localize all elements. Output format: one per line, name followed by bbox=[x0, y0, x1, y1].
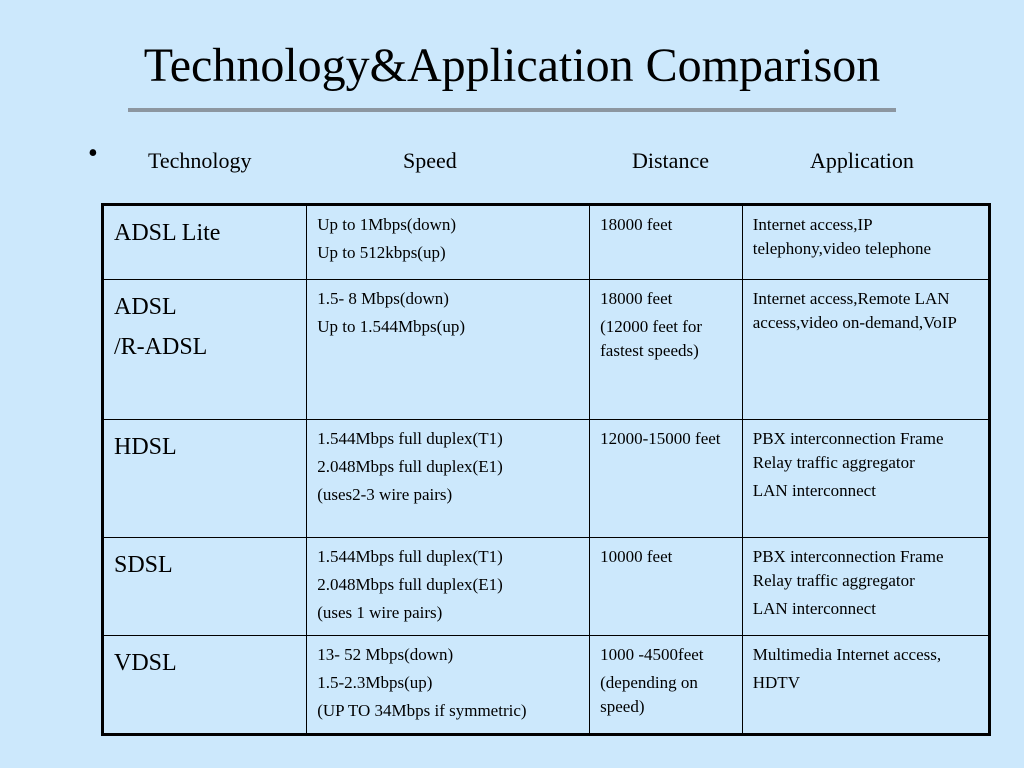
table-row: ADSL Lite Up to 1Mbps(down) Up to 512kbps(… bbox=[101, 204, 991, 280]
application-cell: PBX interconnection Frame Relay traffic … bbox=[741, 537, 991, 636]
table-row: ADSL/R-ADSL 1.5- 8 Mbps(down) Up to 1.544M… bbox=[101, 279, 991, 420]
application-text: HDTV bbox=[752, 673, 800, 692]
speed-text: (UP TO 34Mbps if symmetric) bbox=[317, 701, 527, 720]
distance-text: 10000 feet bbox=[600, 547, 673, 566]
distance-text: 1000 -4500feet bbox=[600, 645, 704, 664]
speed-text: 1.5-2.3Mbps(up) bbox=[317, 673, 433, 692]
technology-text: /R-ADSL bbox=[114, 334, 208, 360]
distance-cell: 10000 feet bbox=[589, 537, 743, 636]
header-speed: Speed bbox=[403, 148, 457, 173]
distance-cell: 18000 feet bbox=[589, 204, 743, 280]
technology-text: HDSL bbox=[114, 434, 177, 460]
application-cell: Internet access,Remote LAN access,video … bbox=[741, 279, 991, 420]
technology-cell: ADSL/R-ADSL bbox=[101, 279, 308, 420]
application-text: Internet access,IP telephony,video telep… bbox=[752, 215, 932, 258]
speed-text: Up to 1Mbps(down) bbox=[317, 215, 457, 234]
application-cell: Multimedia Internet access, HDTV bbox=[741, 635, 991, 735]
distance-text: (12000 feet for fastest speeds) bbox=[600, 317, 703, 360]
technology-text: ADSL bbox=[114, 294, 177, 320]
application-cell: Internet access,IP telephony,video telep… bbox=[741, 204, 991, 280]
speed-cell: 1.5- 8 Mbps(down) Up to 1.544Mbps(up) bbox=[306, 279, 591, 420]
comparison-table-body: ADSL Lite Up to 1Mbps(down) Up to 512kbps(… bbox=[101, 204, 991, 735]
speed-text: 13- 52 Mbps(down) bbox=[317, 645, 454, 664]
speed-text: 2.048Mbps full duplex(E1) bbox=[317, 575, 503, 594]
application-text: PBX interconnection Frame Relay traffic … bbox=[752, 547, 944, 590]
application-text: PBX interconnection Frame Relay traffic … bbox=[752, 429, 944, 472]
speed-text: Up to 1.544Mbps(up) bbox=[317, 317, 465, 336]
speed-cell: 1.544Mbps full duplex(T1) 2.048Mbps full … bbox=[306, 419, 591, 538]
technology-text: SDSL bbox=[114, 552, 173, 578]
speed-text: (uses2-3 wire pairs) bbox=[317, 485, 453, 504]
speed-cell: 1.544Mbps full duplex(T1) 2.048Mbps full … bbox=[306, 537, 591, 636]
speed-text: 1.544Mbps full duplex(T1) bbox=[317, 547, 503, 566]
application-text: LAN interconnect bbox=[752, 599, 876, 618]
application-cell: PBX interconnection Frame Relay traffic … bbox=[741, 419, 991, 538]
slide-title: Technology&Application Comparison bbox=[143, 39, 881, 92]
technology-cell: SDSL bbox=[101, 537, 308, 636]
application-text: Internet access,Remote LAN access,video … bbox=[752, 289, 957, 332]
table-row: HDSL 1.544Mbps full duplex(T1) 2.048Mbps f… bbox=[101, 419, 991, 538]
technology-cell: ADSL Lite bbox=[101, 204, 308, 280]
distance-text: 12000-15000 feet bbox=[600, 429, 721, 448]
technology-text: ADSL Lite bbox=[114, 220, 221, 246]
distance-text: 18000 feet bbox=[600, 289, 673, 308]
distance-text: 18000 feet bbox=[600, 215, 673, 234]
speed-text: 1.544Mbps full duplex(T1) bbox=[317, 429, 503, 448]
technology-text: VDSL bbox=[114, 650, 177, 676]
table-row: VDSL 13- 52 Mbps(down) 1.5-2.3Mbps(up) (UP … bbox=[101, 635, 991, 735]
speed-cell: Up to 1Mbps(down) Up to 512kbps(up) bbox=[306, 204, 591, 280]
speed-text: 1.5- 8 Mbps(down) bbox=[317, 289, 449, 308]
bullet-icon: • bbox=[88, 138, 98, 169]
title-divider bbox=[128, 108, 896, 112]
application-text: Multimedia Internet access, bbox=[752, 645, 942, 664]
distance-cell: 1000 -4500feet (depending on speed) bbox=[589, 635, 743, 735]
application-text: LAN interconnect bbox=[752, 481, 876, 500]
header-technology: Technology bbox=[148, 148, 252, 173]
speed-text: Up to 512kbps(up) bbox=[317, 243, 446, 262]
header-distance: Distance bbox=[632, 148, 709, 173]
technology-cell: VDSL bbox=[101, 635, 308, 735]
distance-cell: 12000-15000 feet bbox=[589, 419, 743, 538]
header-application: Application bbox=[810, 148, 914, 173]
speed-text: 2.048Mbps full duplex(E1) bbox=[317, 457, 503, 476]
comparison-table: ADSL Lite Up to 1Mbps(down) Up to 512kbps(… bbox=[101, 203, 991, 736]
speed-text: (uses 1 wire pairs) bbox=[317, 603, 443, 622]
table-row: SDSL 1.544Mbps full duplex(T1) 2.048Mbps f… bbox=[101, 537, 991, 636]
technology-cell: HDSL bbox=[101, 419, 308, 538]
distance-text: (depending on speed) bbox=[600, 673, 698, 716]
speed-cell: 13- 52 Mbps(down) 1.5-2.3Mbps(up) (UP TO 3… bbox=[306, 635, 591, 735]
distance-cell: 18000 feet (12000 feet for fastest speeds… bbox=[589, 279, 743, 420]
